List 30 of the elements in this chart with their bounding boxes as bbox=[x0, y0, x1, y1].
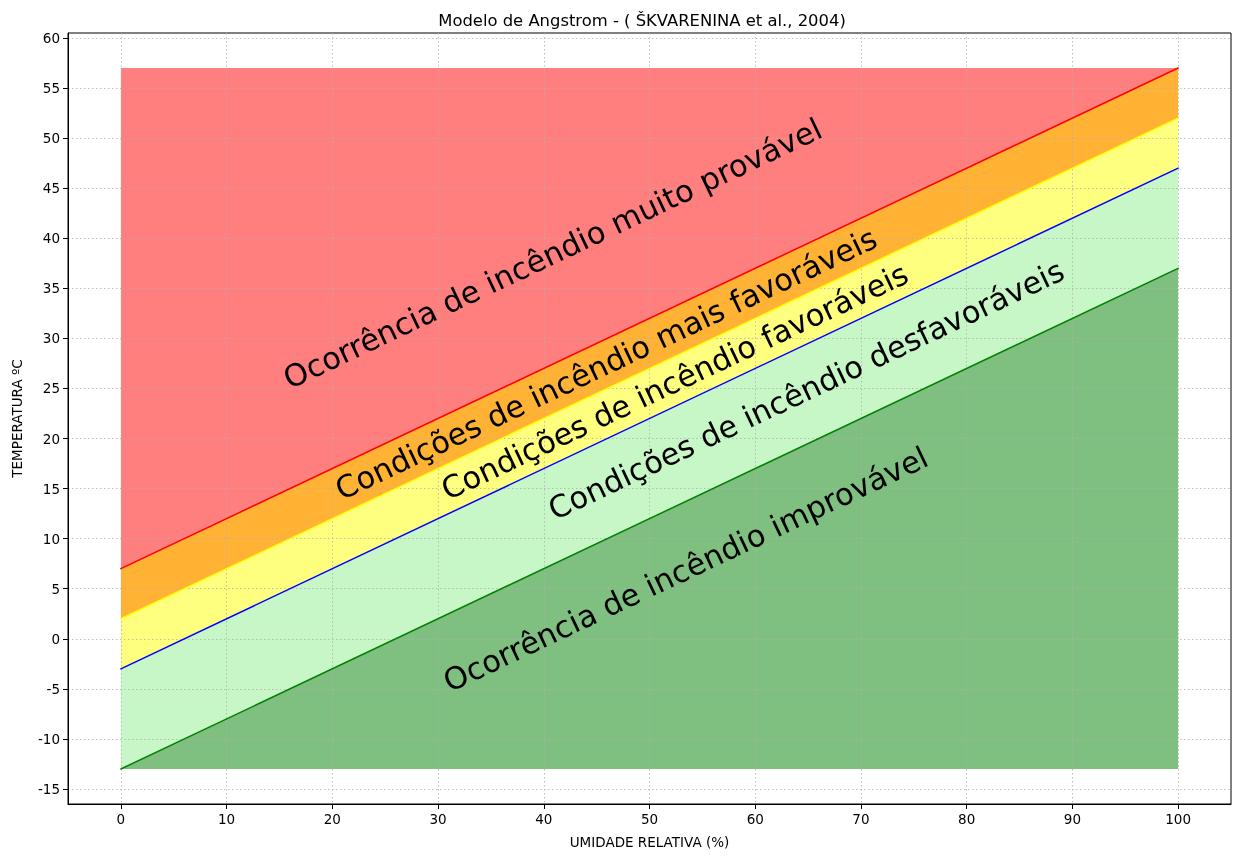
x-tick-label: 30 bbox=[429, 811, 447, 827]
y-tick-label: 5 bbox=[51, 580, 60, 597]
y-tick-label: 40 bbox=[42, 230, 60, 247]
x-tick-label: 10 bbox=[218, 811, 236, 827]
x-tick-label: 80 bbox=[958, 811, 976, 827]
y-axis-title: TEMPERATURA ºC bbox=[9, 359, 25, 479]
y-tick-label: 60 bbox=[42, 30, 60, 47]
x-tick-label: 70 bbox=[852, 811, 870, 827]
y-tick-label: 45 bbox=[42, 180, 60, 197]
chart-title: Modelo de Angstrom - ( ŠKVARENINA et al., 2004) bbox=[438, 10, 846, 30]
y-tick-label: 35 bbox=[42, 280, 60, 297]
x-tick-label: 90 bbox=[1063, 811, 1081, 827]
x-tick-label: 0 bbox=[116, 811, 126, 827]
x-axis-title: UMIDADE RELATIVA (%) bbox=[569, 834, 730, 850]
x-tick-label: 20 bbox=[323, 811, 341, 827]
x-tick-label: 40 bbox=[535, 811, 553, 827]
y-tick-label: 10 bbox=[42, 530, 60, 547]
y-tick-label: 30 bbox=[42, 330, 60, 347]
y-tick-label: 25 bbox=[42, 380, 60, 397]
y-tick-label: 0 bbox=[51, 630, 60, 647]
y-tick-label: 50 bbox=[42, 130, 60, 147]
y-tick-label: 15 bbox=[42, 480, 60, 497]
y-tick-label: 20 bbox=[42, 430, 60, 447]
y-tick-label: 55 bbox=[42, 80, 60, 97]
x-tick-label: 60 bbox=[746, 811, 764, 827]
y-tick-label: -15 bbox=[37, 780, 60, 797]
x-tick-label: 100 bbox=[1165, 811, 1192, 827]
y-tick-label: -5 bbox=[46, 680, 60, 697]
x-tick-label: 50 bbox=[640, 811, 659, 827]
y-tick-label: -10 bbox=[37, 730, 60, 747]
